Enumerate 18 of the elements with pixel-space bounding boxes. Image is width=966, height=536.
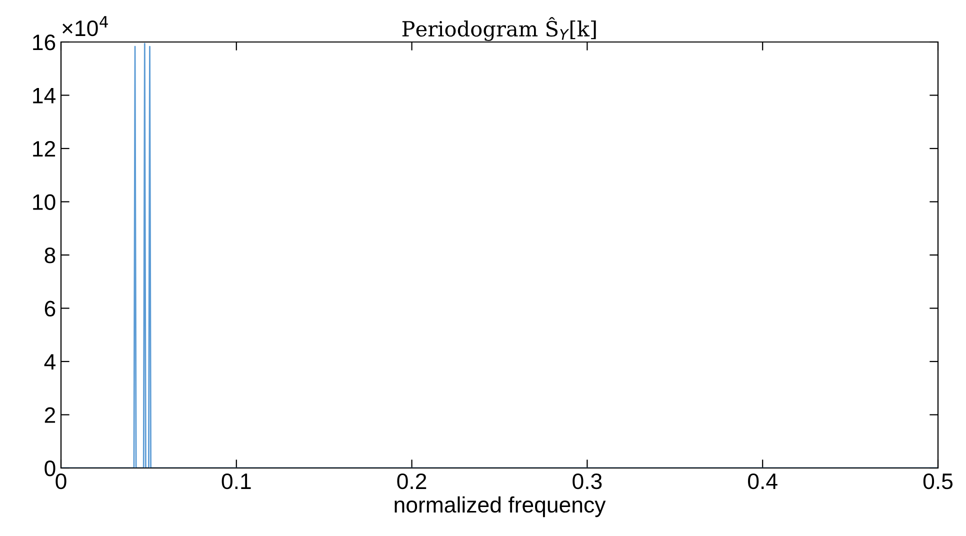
y-tick-label: 0 [44,460,56,476]
x-tick-label: 0.5 [923,473,953,490]
y-tick-label: 8 [44,248,56,264]
x-axis-title: normalized frequency [394,496,606,518]
y-tick-label: 16 [33,34,56,50]
y-tick-label: 14 [33,88,56,104]
x-tick-label: 0.3 [572,473,602,490]
x-tick-label: 0 [56,473,66,490]
x-tick-label: 0.1 [222,473,251,490]
x-tick-label: 0.4 [748,473,778,490]
y-tick-label: 10 [33,194,56,210]
chart-title: Periodogram Ŝ$_{Y}$[k] [402,17,596,41]
text: ×10$^{4}$ [62,16,108,36]
y-tick-label: 2 [44,407,56,423]
x-tick-label: 0.2 [397,473,426,490]
y-tick-label: 12 [33,141,56,157]
y-tick-label: 4 [44,354,56,370]
y-tick-label: 6 [44,300,56,317]
